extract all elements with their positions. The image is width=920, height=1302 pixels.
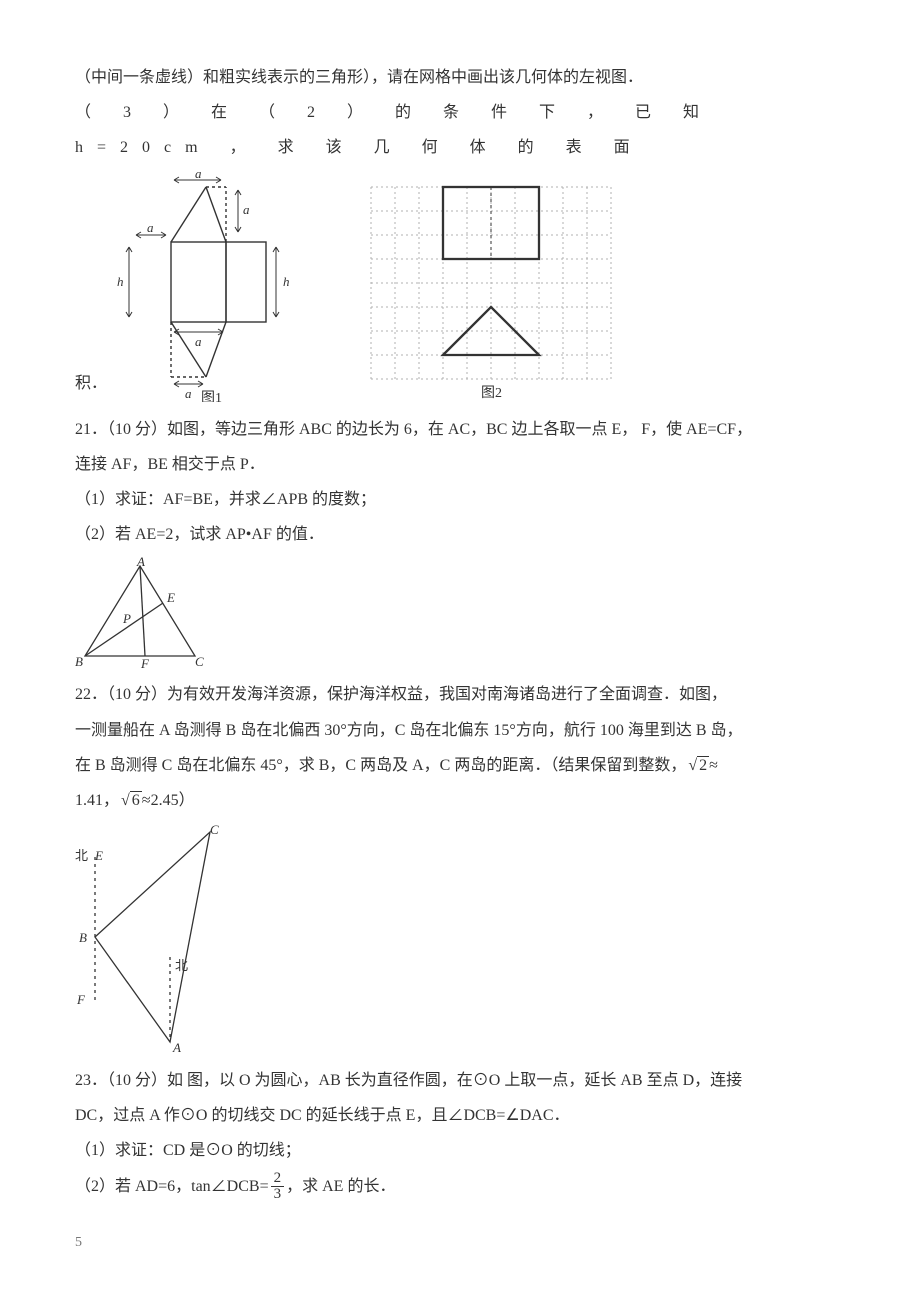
- p22-l1: 22．（10 分）为有效开发海洋资源，保护海洋权益，我国对南海诸岛进行了全面调查…: [75, 677, 845, 712]
- dim-a: a: [195, 172, 202, 181]
- p21-l4: （2）若 AE=2，试求 AP•AF 的值．: [75, 517, 845, 552]
- dim-h: h: [283, 274, 290, 289]
- lbl-C: C: [210, 822, 219, 837]
- lbl-P: P: [122, 611, 131, 626]
- lbl-F: F: [140, 656, 150, 671]
- p22-l2: 一测量船在 A 岛测得 B 岛在北偏西 30°方向，C 岛在北偏东 15°方向，…: [75, 713, 845, 748]
- dim-a: a: [185, 386, 192, 401]
- lbl-B: B: [75, 654, 83, 669]
- p21-l3: （1）求证：AF=BE，并求∠APB 的度数；: [75, 482, 845, 517]
- label-ji: 积．: [75, 366, 107, 401]
- page-number: 5: [75, 1228, 845, 1259]
- lbl-B: B: [79, 930, 87, 945]
- figure-p22: 北 E C B F 北 A: [75, 822, 240, 1057]
- figure-p21: A B C E F P: [75, 556, 210, 671]
- p21-l1: 21．（10 分）如图，等边三角形 ABC 的边长为 6，在 AC，BC 边上各…: [75, 412, 845, 447]
- text-line: （中间一条虚线）和粗实线表示的三角形），请在网格中画出该几何体的左视图．: [75, 60, 845, 95]
- figures-row: 积．: [75, 172, 845, 402]
- dim-h: h: [117, 274, 124, 289]
- p23-l2: DC，过点 A 作⊙O 的切线交 DC 的延长线于点 E，且∠DCB=∠DAC．: [75, 1098, 845, 1133]
- fig2-label: 图2: [481, 386, 502, 401]
- figure-1: a a a h h a a 图1: [111, 172, 321, 402]
- lbl-F: F: [76, 992, 86, 1007]
- figure-2: 图2: [361, 177, 621, 402]
- p21-l2: 连接 AF，BE 相交于点 P．: [75, 447, 845, 482]
- lbl-A: A: [136, 556, 145, 569]
- lbl-north2: 北: [175, 958, 188, 973]
- dim-a: a: [195, 334, 202, 349]
- lbl-A: A: [172, 1040, 181, 1055]
- lbl-C: C: [195, 654, 204, 669]
- lbl-E: E: [94, 848, 103, 863]
- dim-a: a: [147, 220, 154, 235]
- p23-l1: 23．（10 分）如 图，以 O 为圆心，AB 长为直径作圆，在⊙O 上取一点，…: [75, 1063, 845, 1098]
- q3-line-a: （ 3 ） 在 （ 2 ） 的 条 件 下 ， 已 知 h=20cm ， 求 该…: [75, 95, 845, 165]
- lbl-north: 北: [75, 848, 88, 863]
- fig1-label: 图1: [201, 391, 222, 402]
- lbl-E: E: [166, 590, 175, 605]
- p23-l4: （2）若 AD=6，tan∠DCB=23，求 AE 的长．: [75, 1169, 845, 1204]
- dim-a: a: [243, 202, 250, 217]
- p23-l3: （1）求证：CD 是⊙O 的切线；: [75, 1133, 845, 1168]
- p22-l4: 1.41，6≈2.45）: [75, 783, 845, 818]
- p22-l3: 在 B 岛测得 C 岛在北偏东 45°，求 B，C 两岛及 A，C 两岛的距离．…: [75, 748, 845, 783]
